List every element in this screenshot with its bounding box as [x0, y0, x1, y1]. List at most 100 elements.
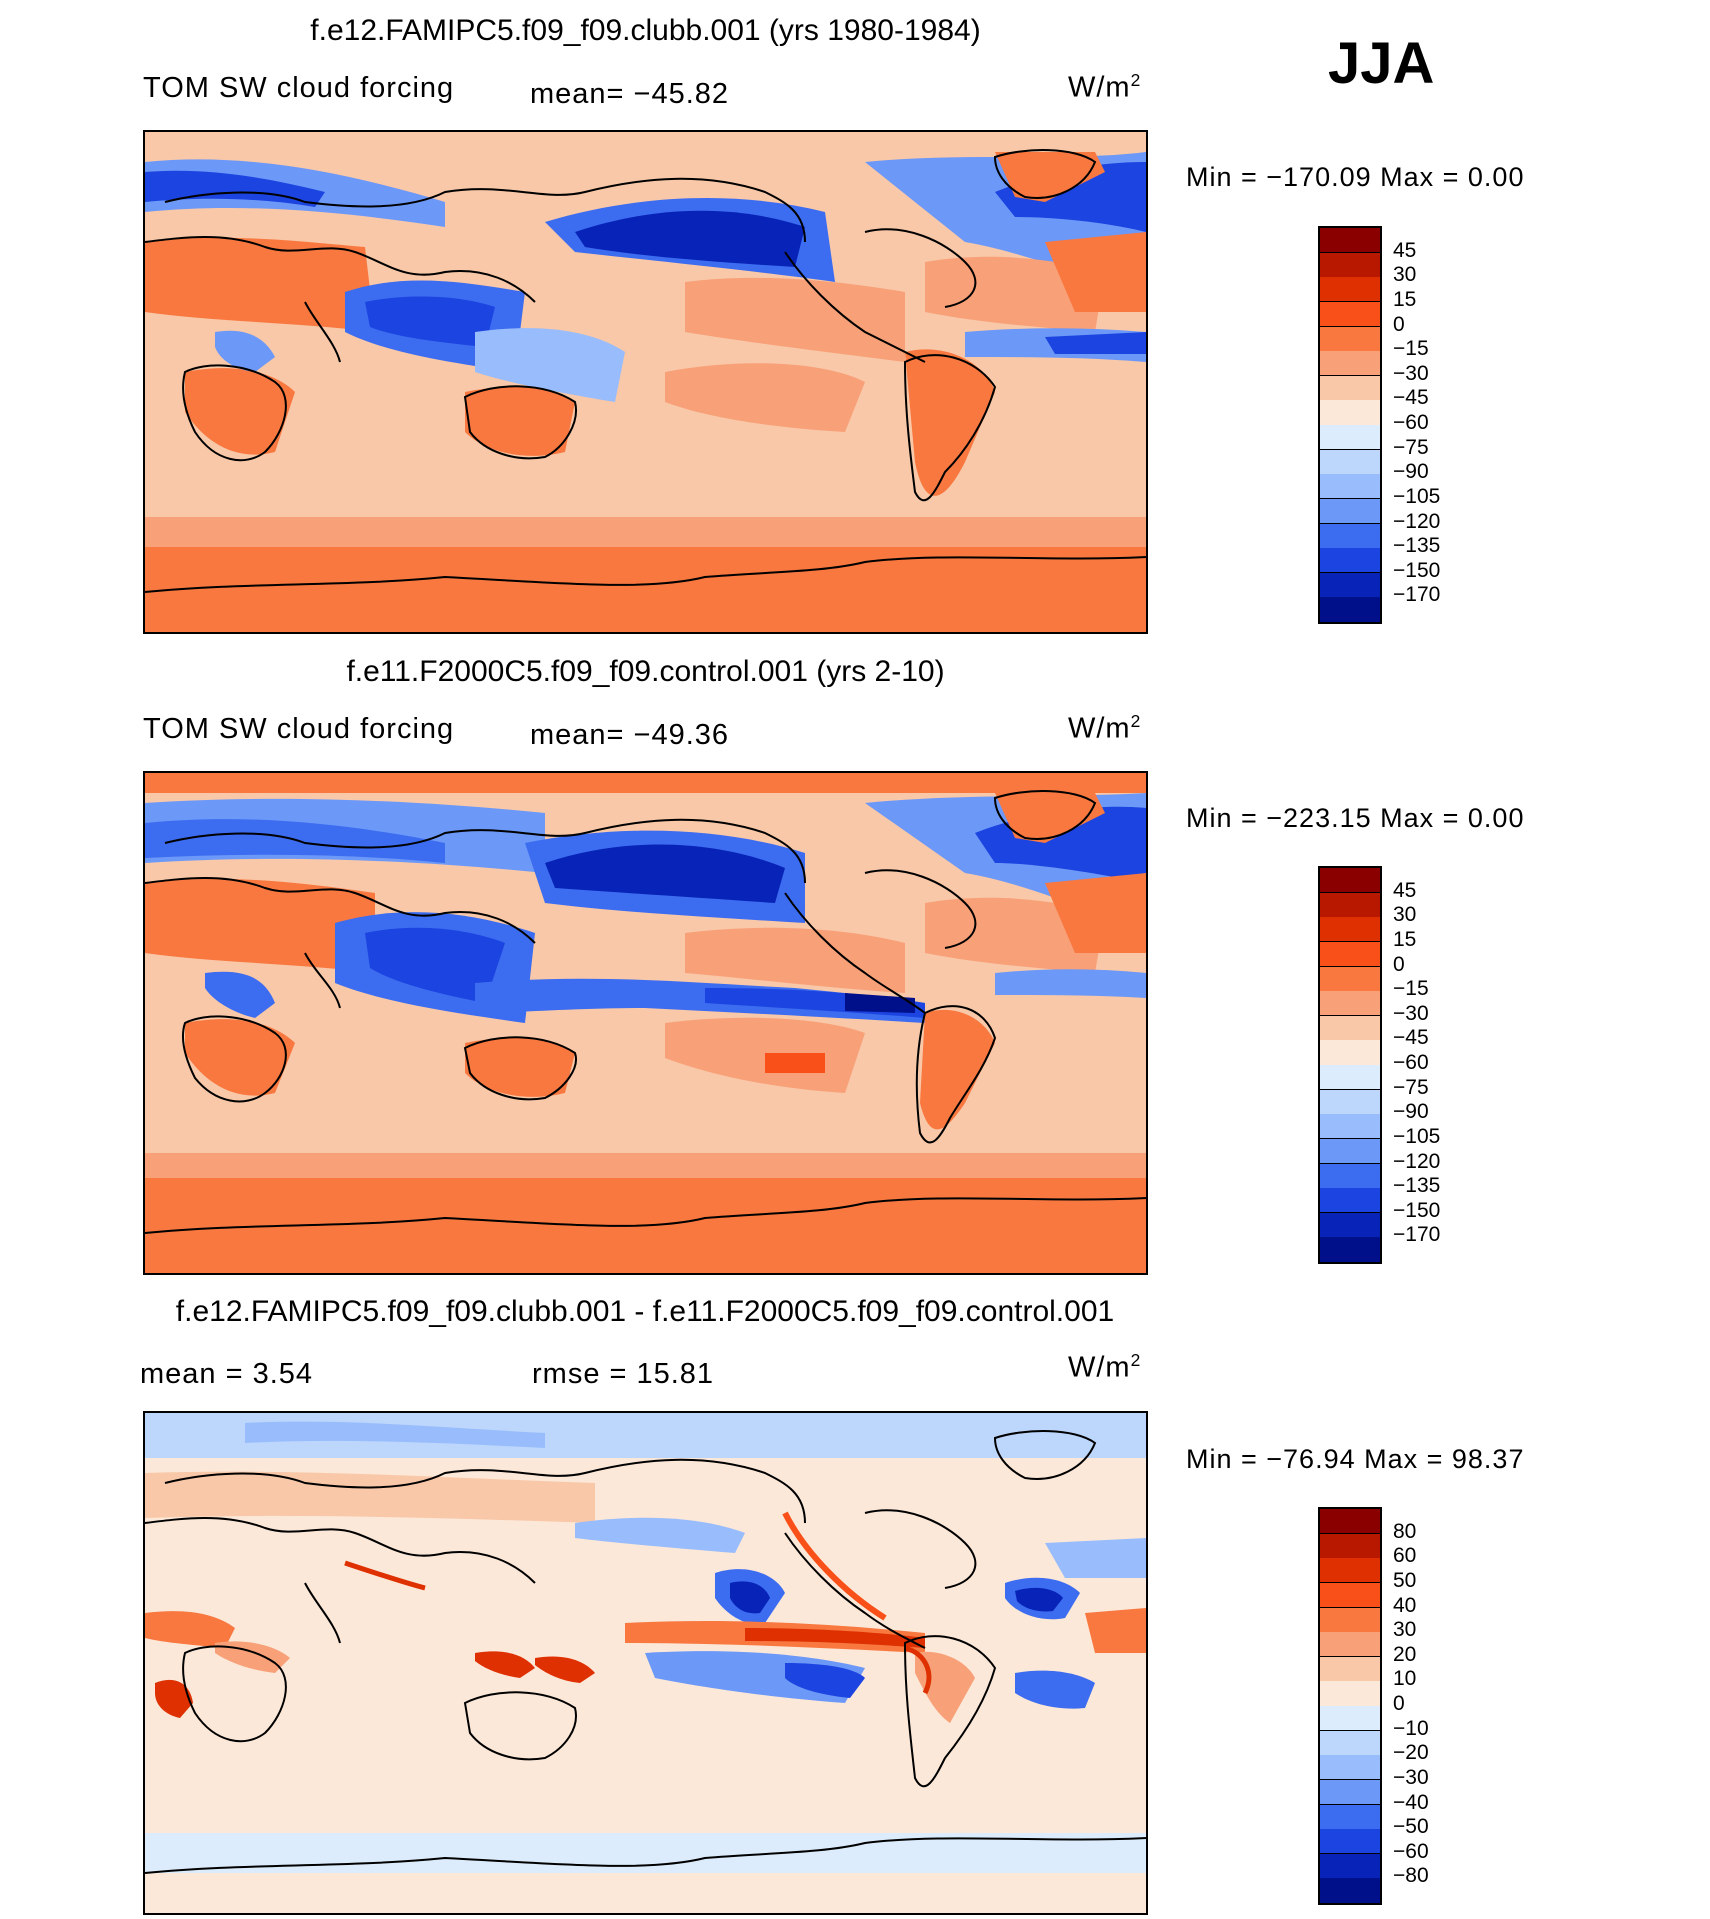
- colorbar-swatch: [1320, 1089, 1380, 1115]
- colorbar-tick-label: −10: [1393, 1716, 1429, 1740]
- colorbar-swatch: [1320, 1607, 1380, 1633]
- colorbar-swatch: [1320, 1878, 1380, 1904]
- colorbar-swatch: [1320, 1656, 1380, 1682]
- panel2-units: W/m2: [1068, 711, 1142, 745]
- colorbar-tick-label: −80: [1393, 1864, 1429, 1888]
- colorbar-tick-label: −150: [1393, 558, 1441, 582]
- colorbar-swatch: [1320, 1582, 1380, 1608]
- colorbar-swatch: [1320, 375, 1380, 401]
- colorbar-swatch: [1320, 326, 1380, 352]
- colorbar-swatch: [1320, 1065, 1380, 1091]
- colorbar-swatch: [1320, 868, 1380, 894]
- colorbar-swatch: [1320, 474, 1380, 500]
- colorbar-swatch: [1320, 1730, 1380, 1756]
- colorbar-tick-label: −75: [1393, 435, 1429, 459]
- colorbar-tick-label: −105: [1393, 484, 1441, 508]
- colorbar-tick-label: 0: [1393, 952, 1405, 976]
- colorbar-swatch: [1320, 991, 1380, 1017]
- panel1-variable-label: TOM SW cloud forcing: [143, 72, 455, 104]
- colorbar-swatch: [1320, 1237, 1380, 1263]
- colorbar-swatch: [1320, 572, 1380, 598]
- colorbar-swatch: [1320, 400, 1380, 426]
- colorbar-tick-label: 80: [1393, 1519, 1417, 1543]
- colorbar-swatch: [1320, 1163, 1380, 1189]
- panel2-mean-label: mean= −49.36: [530, 719, 730, 751]
- colorbar-swatch: [1320, 1779, 1380, 1805]
- colorbar-tick-label: −60: [1393, 411, 1429, 434]
- colorbar-tick-label: −30: [1393, 361, 1429, 385]
- panel2-colorbar: 45 30 15 0 −15 −30 −45 −60 −75 −90 −105 −120 −135 −15…: [1318, 866, 1458, 1266]
- colorbar-tick-label: −20: [1393, 1741, 1429, 1765]
- colorbar-swatch: [1320, 1015, 1380, 1041]
- colorbar-swatch: [1320, 277, 1380, 303]
- colorbar-tick-label: −120: [1393, 1149, 1441, 1173]
- colorbar-swatch: [1320, 228, 1380, 254]
- panel2-title: f.e11.F2000C5.f09_f09.control.001 (yrs 2…: [346, 655, 945, 688]
- colorbar-tick-label: −45: [1393, 1026, 1429, 1050]
- colorbar-swatch: [1320, 1853, 1380, 1879]
- colorbar-tick-label: −30: [1393, 1001, 1429, 1025]
- colorbar-tick-label: 15: [1393, 287, 1417, 311]
- colorbar-swatch: [1320, 1706, 1380, 1732]
- colorbar-swatch: [1320, 1138, 1380, 1164]
- colorbar-tick-label: −60: [1393, 1051, 1429, 1074]
- colorbar-tick-label: −150: [1393, 1198, 1441, 1222]
- colorbar-tick-label: 0: [1393, 1692, 1405, 1715]
- colorbar-swatch: [1320, 1632, 1380, 1658]
- colorbar-tick-label: −90: [1393, 1100, 1429, 1124]
- colorbar-swatch: [1320, 523, 1380, 549]
- colorbar-tick-label: 45: [1393, 238, 1417, 262]
- panel2-variable-label: TOM SW cloud forcing: [143, 713, 455, 745]
- panel3-mean-label: mean = 3.54: [140, 1358, 314, 1390]
- panel1-units: W/m2: [1068, 70, 1142, 104]
- colorbar-tick-label: 0: [1393, 312, 1405, 336]
- panel1-map: [143, 130, 1148, 634]
- colorbar-tick-label: 30: [1393, 263, 1417, 287]
- colorbar-tick-label: 45: [1393, 878, 1417, 902]
- colorbar-swatch: [1320, 1681, 1380, 1707]
- colorbar-swatch: [1320, 1533, 1380, 1559]
- colorbar-swatch: [1320, 1829, 1380, 1855]
- colorbar-tick-label: −90: [1393, 460, 1429, 484]
- colorbar-tick-label: 40: [1393, 1593, 1417, 1617]
- colorbar-swatch: [1320, 351, 1380, 377]
- panel3-colorbar: 80 60 50 40 30 20 10 0 −10 −20 −30 −40 −50 −60 −80: [1318, 1507, 1458, 1907]
- colorbar-swatch: [1320, 301, 1380, 327]
- colorbar-swatch: [1320, 1509, 1380, 1535]
- colorbar-swatch: [1320, 1114, 1380, 1140]
- colorbar-swatch: [1320, 449, 1380, 475]
- colorbar-tick-label: −30: [1393, 1765, 1429, 1789]
- colorbar-tick-label: −50: [1393, 1815, 1429, 1839]
- colorbar-swatch: [1320, 1558, 1380, 1584]
- colorbar-swatch: [1320, 252, 1380, 278]
- colorbar-swatch: [1320, 941, 1380, 967]
- colorbar-tick-label: 30: [1393, 903, 1417, 927]
- panel3-map: [143, 1411, 1148, 1915]
- colorbar-swatch: [1320, 597, 1380, 623]
- colorbar-tick-label: 60: [1393, 1544, 1417, 1568]
- colorbar-tick-label: −135: [1393, 534, 1441, 558]
- colorbar-tick-label: −15: [1393, 977, 1429, 1001]
- panel1-mean-label: mean= −45.82: [530, 78, 730, 110]
- colorbar-swatch: [1320, 425, 1380, 451]
- colorbar-swatch: [1320, 1040, 1380, 1066]
- panel3-units: W/m2: [1068, 1350, 1142, 1384]
- colorbar-swatch: [1320, 917, 1380, 943]
- panel1-colorbar: 45 30 15 0 −15 −30 −45 −60 −75 −90 −105 −120 −135 −15…: [1318, 226, 1458, 626]
- colorbar-swatch: [1320, 1212, 1380, 1238]
- colorbar-tick-label: 10: [1393, 1667, 1417, 1691]
- colorbar-tick-label: 15: [1393, 927, 1417, 951]
- colorbar-tick-label: −60: [1393, 1839, 1429, 1863]
- colorbar-tick-label: −40: [1393, 1790, 1429, 1814]
- colorbar-tick-label: 20: [1393, 1642, 1417, 1666]
- colorbar-swatch: [1320, 1188, 1380, 1214]
- panel3-min-max: Min = −76.94 Max = 98.37: [1186, 1444, 1525, 1474]
- colorbar-tick-label: −75: [1393, 1075, 1429, 1099]
- colorbar-swatch: [1320, 892, 1380, 918]
- colorbar-tick-label: −170: [1393, 1223, 1441, 1247]
- colorbar-swatch: [1320, 548, 1380, 574]
- colorbar-tick-label: 50: [1393, 1568, 1417, 1592]
- colorbar-tick-label: −105: [1393, 1124, 1441, 1148]
- panel1-min-max: Min = −170.09 Max = 0.00: [1186, 162, 1525, 192]
- panel2-map: [143, 771, 1148, 1275]
